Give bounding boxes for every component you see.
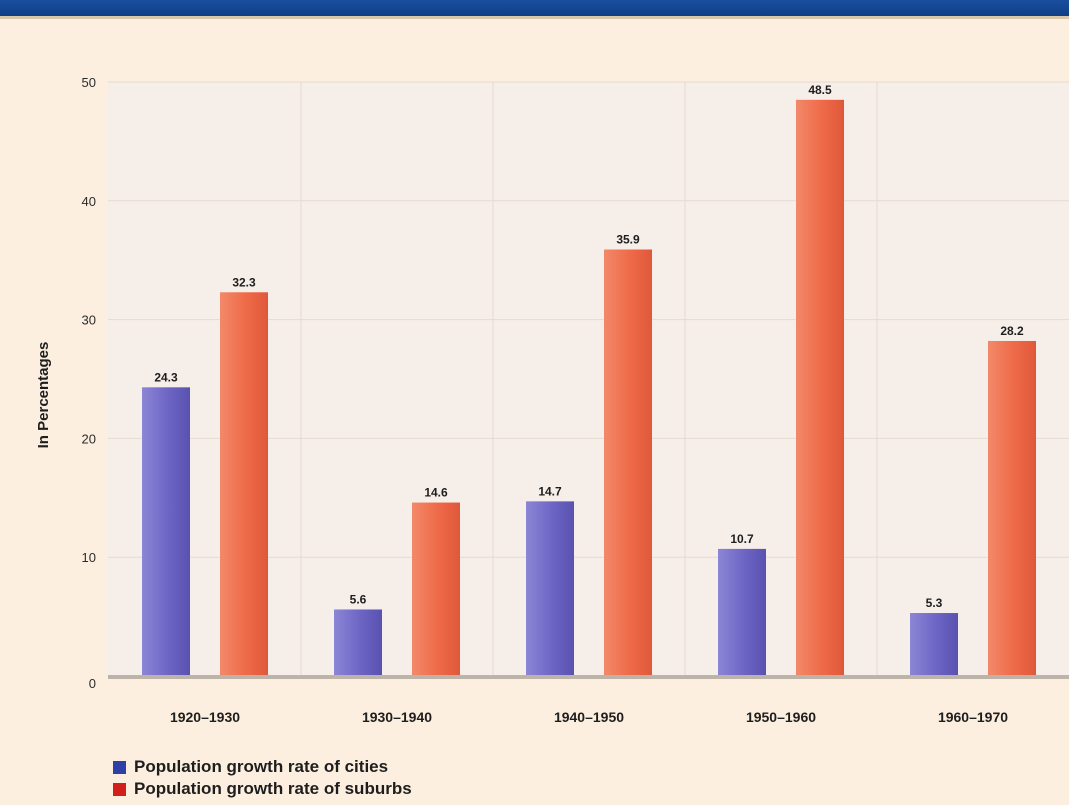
x-tick-label: 1940–1950: [554, 709, 624, 725]
legend-swatch-cities: [113, 760, 126, 774]
bar-suburbs: [412, 502, 460, 676]
y-tick-label: 20: [82, 431, 96, 446]
bar-cities: [142, 387, 190, 676]
data-label-cities: 14.7: [538, 484, 562, 498]
data-label-cities: 24.3: [154, 370, 178, 384]
y-tick-label: 10: [82, 550, 96, 565]
legend-item-cities: Population growth rate of cities: [113, 756, 412, 778]
data-label-suburbs: 48.5: [808, 83, 832, 97]
bar-suburbs: [604, 249, 652, 676]
legend-label-cities: Population growth rate of cities: [134, 757, 389, 776]
plot-area: [108, 82, 1069, 676]
bar-suburbs: [796, 99, 844, 676]
data-label-cities: 10.7: [730, 532, 754, 546]
x-tick-label: 1930–1940: [362, 709, 432, 725]
data-label-suburbs: 14.6: [424, 486, 448, 500]
bar-cities: [526, 501, 574, 676]
data-label-suburbs: 28.2: [1000, 324, 1024, 338]
bar-cities: [910, 613, 958, 676]
banner-rule: [0, 16, 1069, 19]
y-tick-label: 30: [82, 313, 96, 328]
x-tick-label: 1960–1970: [938, 709, 1008, 725]
y-axis-label: In Percentages: [35, 342, 52, 449]
title-banner: [0, 0, 1069, 16]
bar-suburbs: [220, 292, 268, 676]
x-tick-label: 1950–1960: [746, 709, 816, 725]
bar-cities: [718, 548, 766, 676]
x-tick-label: 1920–1930: [170, 709, 240, 725]
y-tick-label: 50: [82, 75, 96, 90]
data-label-cities: 5.3: [926, 596, 943, 610]
y-tick-label: 0: [89, 676, 96, 691]
data-label-suburbs: 32.3: [232, 275, 256, 289]
y-tick-label: 40: [82, 194, 96, 209]
bar-cities: [334, 609, 382, 676]
legend-swatch-suburbs: [113, 782, 126, 796]
legend-item-suburbs: Population growth rate of suburbs: [113, 778, 412, 800]
data-label-suburbs: 35.9: [616, 233, 640, 247]
legend-label-suburbs: Population growth rate of suburbs: [134, 779, 412, 798]
data-label-cities: 5.6: [350, 592, 367, 606]
legend: Population growth rate of cities Populat…: [113, 756, 412, 800]
bar-suburbs: [988, 340, 1036, 676]
